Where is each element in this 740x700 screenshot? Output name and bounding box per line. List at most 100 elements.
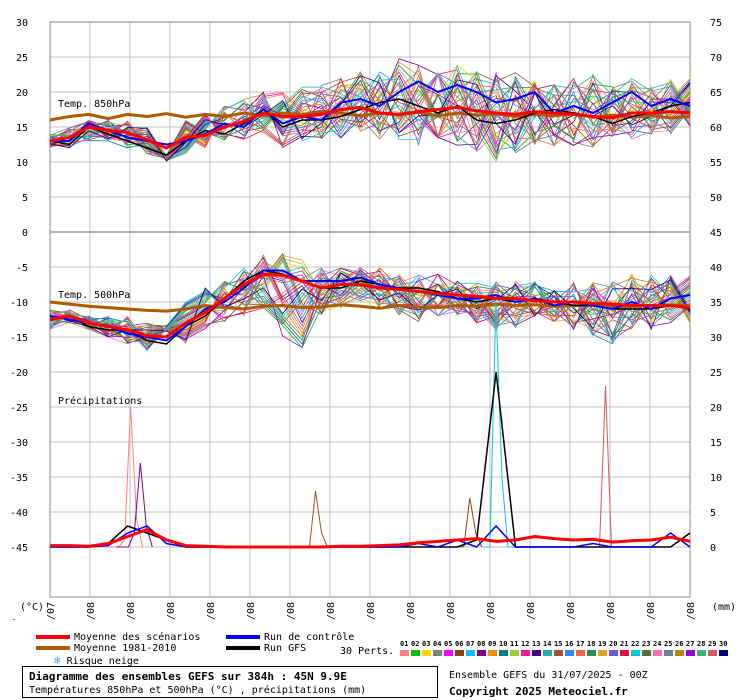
ensemble-member-line [49, 267, 691, 335]
perturbation-number: 07 [466, 640, 475, 648]
left-tick-label: -5 [16, 263, 28, 274]
chart-subtitle: Températures 850hPa et 500hPa (°C) , pré… [29, 685, 367, 696]
x-tick-label: 03/08 [166, 602, 177, 620]
legend-control-run: Run de contrôle [226, 632, 354, 643]
left-tick-label: 0 [22, 228, 28, 239]
title-box: Diagramme des ensembles GEFS sur 384h : … [22, 666, 438, 698]
perturbation-swatch [422, 650, 431, 656]
x-tick-label: 07/08 [326, 602, 337, 620]
x-tick-label: 11/08 [486, 602, 497, 620]
x-tick-label: 15/08 [646, 602, 657, 620]
legend-snow: ❄ Risque neige [54, 654, 139, 667]
left-tick-label: -35 [10, 473, 28, 484]
left-tick-label: -25 [10, 403, 28, 414]
perturbation-swatch [598, 650, 607, 656]
perturbation-swatch [411, 650, 420, 656]
ensemble-member-line [49, 85, 691, 162]
precip-spike [593, 385, 618, 548]
perturbation-swatch [719, 650, 728, 656]
perturbation-number: 23 [642, 640, 651, 648]
perturbation-swatch [642, 650, 651, 656]
right-tick-label: 25 [710, 368, 722, 379]
perturbation-swatch [455, 650, 464, 656]
precip-spike [483, 301, 514, 548]
left-tick-label: -15 [10, 333, 28, 344]
temp850-label: Temp. 850hPa [58, 99, 130, 110]
left-tick-label: -20 [10, 368, 28, 379]
precip-spike [106, 406, 144, 548]
perturbation-swatch [664, 650, 673, 656]
right-tick-label: 15 [710, 438, 722, 449]
left-unit-label: (°C) [20, 602, 44, 613]
perturbation-swatch [697, 650, 706, 656]
perturbation-swatch [554, 650, 563, 656]
perturbation-swatch [620, 650, 629, 656]
right-tick-label: 10 [710, 473, 722, 484]
right-tick-label: 65 [710, 88, 722, 99]
perturbation-number: 17 [576, 640, 585, 648]
x-tick-label: 13/08 [566, 602, 577, 620]
perturbation-swatch [521, 650, 530, 656]
swatch-black [226, 646, 260, 650]
right-tick-label: 55 [710, 158, 722, 169]
perturbation-swatch [686, 650, 695, 656]
perturbation-number: 13 [532, 640, 541, 648]
right-tick-label: 40 [710, 263, 722, 274]
perturbation-number: 08 [477, 640, 486, 648]
snowflake-icon: ❄ [54, 654, 61, 667]
mean-850-line [49, 105, 691, 150]
right-tick-label: 30 [710, 333, 722, 344]
x-tick-label: 09/08 [406, 602, 417, 620]
right-tick-label: 0 [710, 543, 716, 554]
x-tick-label: 16/08 [686, 602, 697, 620]
left-tick-label: 30 [16, 18, 28, 29]
perturbation-number: 18 [587, 640, 596, 648]
perturbation-number: 22 [631, 640, 640, 648]
perturbation-number: 21 [620, 640, 629, 648]
left-tick-label: -40 [10, 508, 28, 519]
x-tick-label: 14/08 [606, 602, 617, 620]
perturbation-number: 14 [543, 640, 552, 648]
left-tick-label: 25 [16, 53, 28, 64]
x-tick-label: 31/07 [46, 602, 57, 620]
perturbation-number: 20 [609, 640, 618, 648]
precip-label: Précipitations [58, 395, 142, 407]
x-tick-label: 06/08 [286, 602, 297, 620]
perturbation-swatch [532, 650, 541, 656]
chart-title: Diagramme des ensembles GEFS sur 384h : … [29, 670, 347, 683]
precip-spike [303, 490, 334, 548]
perturbation-swatch [400, 650, 409, 656]
right-tick-label: 75 [710, 18, 722, 29]
perts-label: 30 Perts. [340, 646, 395, 657]
ensemble-member-line [49, 254, 691, 330]
perturbation-number: 19 [598, 640, 607, 648]
perturbation-swatch [499, 650, 508, 656]
legend-mean-scenarios: Moyenne des scénarios [36, 632, 200, 643]
run-info: Ensemble GEFS du 31/07/2025 - 00Z [449, 670, 648, 681]
perturbation-number: 12 [521, 640, 530, 648]
swatch-red [36, 635, 70, 639]
ensemble-member-line [49, 70, 691, 162]
right-tick-label: 50 [710, 193, 722, 204]
left-tick-label: -30 [10, 438, 28, 449]
right-tick-label: 70 [710, 53, 722, 64]
perturbation-number: 06 [455, 640, 464, 648]
left-tick-label: 5 [22, 193, 28, 204]
perturbation-number: 05 [444, 640, 453, 648]
legend-mean-clim: Moyenne 1981-2010 [36, 643, 176, 654]
perturbation-swatch [510, 650, 519, 656]
left-tick-label: 20 [16, 88, 28, 99]
perturbation-swatch [653, 650, 662, 656]
x-tick-label: 01/08 [86, 602, 97, 620]
perturbation-number: 28 [697, 640, 706, 648]
ensemble-member-line [49, 260, 691, 336]
perturbation-swatch [565, 650, 574, 656]
legend-gfs-run: Run GFS [226, 643, 306, 654]
ensemble-member-line [49, 272, 691, 341]
perturbation-number: 30 [719, 640, 728, 648]
ensemble-member-line [49, 75, 691, 161]
perturbation-swatch [587, 650, 596, 656]
swatch-blue [226, 635, 260, 639]
ensemble-member-line [49, 269, 691, 344]
